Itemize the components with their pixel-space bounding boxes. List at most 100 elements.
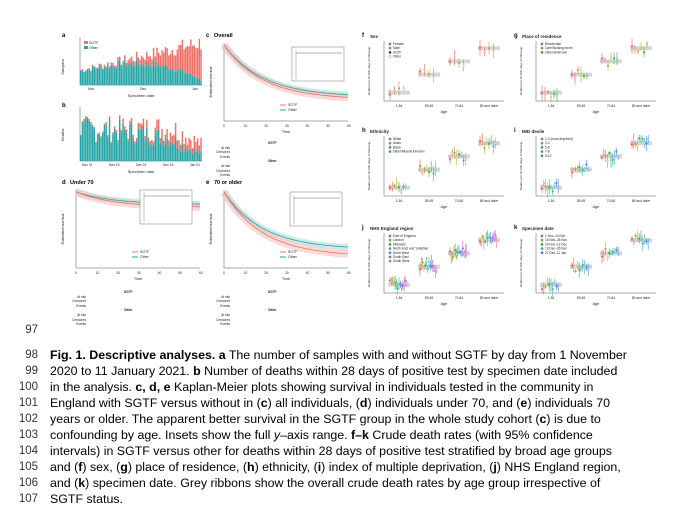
panel-e-risk-table: SGTF At risk Censored Events Other At risk Cen… <box>208 290 277 327</box>
rate-point <box>548 283 551 286</box>
inset-frame <box>291 46 345 82</box>
rate-point <box>581 263 584 267</box>
bar-sgtf <box>80 134 82 136</box>
bar-other <box>191 75 194 85</box>
bar-sgtf <box>190 39 192 74</box>
caption-bold: i <box>317 460 322 474</box>
bar-sgtf <box>130 56 133 63</box>
legend-label: Black <box>393 145 401 149</box>
rate-point <box>423 168 426 172</box>
rate-point <box>552 93 556 96</box>
legend-label: Asian <box>393 141 401 145</box>
bar-sgtf <box>166 48 168 66</box>
risk-table-row: Events <box>208 322 277 327</box>
rate-point <box>465 249 468 252</box>
x-tick-label: 50 <box>326 271 330 275</box>
bar-other <box>100 65 102 85</box>
bar-sgtf <box>90 70 92 72</box>
bar-sgtf <box>98 132 101 134</box>
legend-swatch <box>388 251 392 255</box>
bar-other <box>88 120 90 161</box>
bar-other <box>103 125 106 161</box>
bar-sgtf <box>102 68 104 70</box>
rate-point <box>448 60 452 63</box>
rate-point <box>549 96 553 99</box>
rate-point <box>427 72 431 76</box>
bar-sgtf <box>147 137 150 143</box>
risk-table-row-label: Events <box>76 303 86 308</box>
bar-other <box>107 64 109 85</box>
rate-point <box>611 250 614 254</box>
panel-title: Sex <box>370 34 379 39</box>
bar-other <box>132 65 134 85</box>
legend-swatch <box>388 46 392 50</box>
x-tick-label: 70-84 <box>455 296 464 300</box>
rate-point <box>457 248 461 251</box>
rate-point <box>639 234 643 238</box>
rate-point <box>395 283 398 286</box>
bar-other <box>117 141 119 161</box>
bar-other <box>137 128 140 161</box>
rate-point <box>544 185 547 188</box>
bar-sgtf <box>103 123 106 126</box>
bar-sgtf <box>149 141 151 146</box>
legend-label: 5-6 <box>545 145 550 149</box>
rate-point <box>418 70 422 73</box>
x-tick-label: 1-54 <box>548 199 555 203</box>
risk-table-row: Censored <box>64 318 133 323</box>
rate-point <box>454 249 457 252</box>
panel-j-label: j <box>362 225 364 231</box>
bar-sgtf <box>163 52 165 67</box>
rate-point <box>585 163 588 166</box>
bar-sgtf <box>166 128 168 139</box>
x-tick-label: 60 <box>347 271 351 275</box>
bar-sgtf <box>102 131 104 133</box>
bar-other <box>108 118 111 161</box>
risk-table-row: Events <box>64 304 133 309</box>
panel-e: e 70 or older SGTF Other Estimated surviva… <box>206 180 356 326</box>
rate-point <box>459 251 462 254</box>
rate-point <box>490 240 493 243</box>
bar-other <box>118 119 121 161</box>
y-axis-label: Deaths per 10,000 days of followup <box>367 141 371 190</box>
bar-sgtf <box>164 134 167 143</box>
legend-label: 3-4 <box>545 141 550 145</box>
bar-other <box>142 126 145 161</box>
bar-other <box>179 151 182 161</box>
risk-table-row-label: Censored <box>216 317 230 322</box>
bar-sgtf <box>115 66 118 69</box>
overall-rate-ribbon <box>600 59 622 64</box>
x-tick-label: Dec 01 <box>136 163 147 167</box>
rate-point <box>455 253 458 256</box>
caption-bold: c, d, e <box>135 380 171 394</box>
rate-point <box>452 251 455 254</box>
risk-table-row-label: Censored <box>72 317 86 322</box>
rate-point <box>483 146 486 149</box>
rate-point <box>585 266 588 269</box>
caption-italic: y <box>273 428 281 442</box>
rate-point <box>492 49 495 53</box>
legend-swatch <box>388 150 392 153</box>
legend-label: Other <box>288 255 298 259</box>
x-tick-label: 40 <box>158 271 162 275</box>
bar-other <box>134 144 136 161</box>
rate-point <box>425 260 428 263</box>
panel-d-label: d <box>62 180 66 186</box>
rate-point <box>572 263 575 266</box>
bar-other <box>190 73 192 85</box>
bar-sgtf <box>164 47 167 65</box>
rate-point <box>460 252 463 255</box>
legend-swatch <box>388 255 392 259</box>
bar-sgtf <box>142 57 145 66</box>
risk-table-header: SGTF <box>124 290 133 294</box>
rate-point <box>484 240 487 243</box>
bar-sgtf <box>168 55 170 71</box>
rate-point <box>579 268 583 271</box>
rate-point <box>572 168 575 172</box>
bar-sgtf <box>100 64 102 66</box>
risk-table-row: Events <box>208 173 277 178</box>
x-tick-label: 50 <box>178 271 182 275</box>
bar-other <box>195 77 197 85</box>
